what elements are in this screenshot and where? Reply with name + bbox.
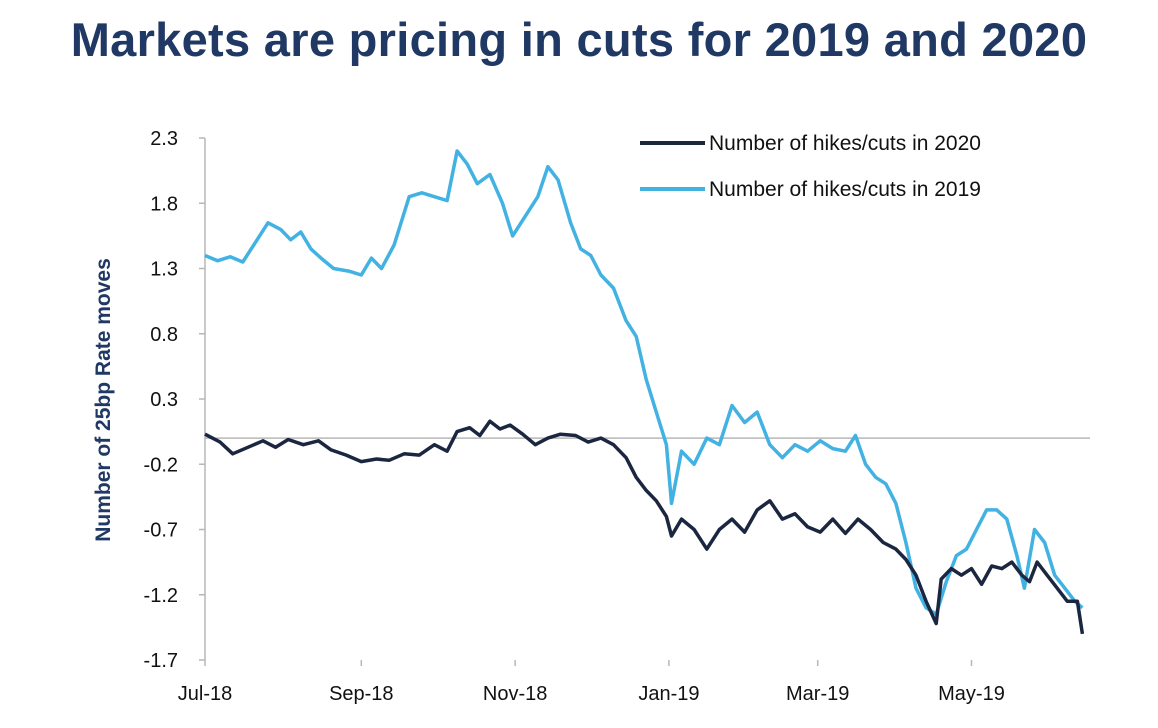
series-line-number-of-hikes-cuts-in-2020: [204, 419, 1085, 635]
x-tick-label: Nov-18: [483, 683, 547, 705]
legend-label: Number of hikes/cuts in 2020: [709, 132, 981, 155]
y-axis-label: Number of 25bp Rate moves: [92, 258, 115, 542]
x-tick-label: Mar-19: [786, 683, 849, 705]
y-tick-label: 1.8: [150, 193, 178, 215]
y-tick-label: -0.7: [144, 520, 178, 542]
axes: [204, 138, 1090, 660]
y-tick-label: 2.3: [150, 128, 178, 150]
x-tick-label: Sep-18: [329, 683, 394, 705]
y-tick-label: 1.3: [150, 259, 178, 281]
chart-title: Markets are pricing in cuts for 2019 and…: [70, 13, 1088, 66]
x-tick-label: May-19: [938, 683, 1005, 705]
series-line-number-of-hikes-cuts-in-2019: [204, 149, 1084, 617]
y-tick-label: -1.2: [144, 585, 178, 607]
y-tick-label: -0.2: [144, 454, 178, 476]
x-axis-ticks: Jul-18 Sep-18 Nov-18 Jan-19 Mar-19 May-19: [178, 660, 1005, 705]
x-tick-label: Jan-19: [638, 683, 699, 705]
y-tick-label: 0.3: [150, 389, 178, 411]
legend-label: Number of hikes/cuts in 2019: [709, 178, 981, 201]
y-axis-ticks: 2.3 1.8 1.3 0.8 0.3 -0.2 -0.7 -1.2 -1.7: [144, 128, 205, 672]
x-tick-label: Jul-18: [178, 683, 232, 705]
legend: Number of hikes/cuts in 2020 Number of hi…: [640, 132, 981, 201]
y-tick-label: 0.8: [150, 324, 178, 346]
y-tick-label: -1.7: [144, 650, 178, 672]
series-lines: [204, 149, 1085, 635]
